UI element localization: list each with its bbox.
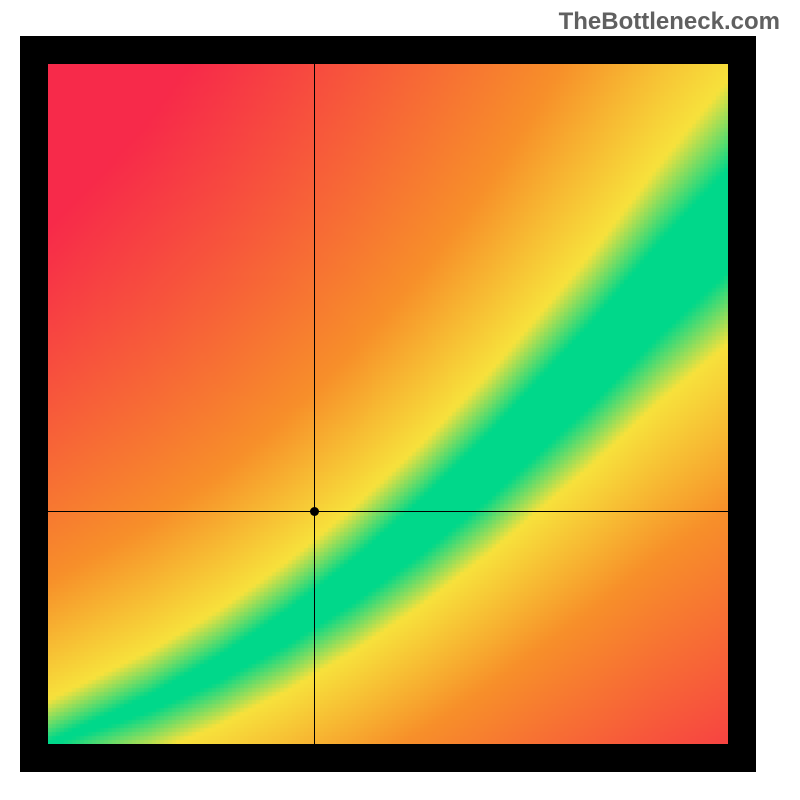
crosshair-vertical: [314, 64, 315, 744]
watermark-text: TheBottleneck.com: [559, 8, 780, 36]
crosshair-horizontal: [48, 511, 728, 512]
heatmap-canvas: [48, 64, 728, 744]
data-point-marker: [310, 507, 319, 516]
plot-frame: [20, 36, 756, 772]
